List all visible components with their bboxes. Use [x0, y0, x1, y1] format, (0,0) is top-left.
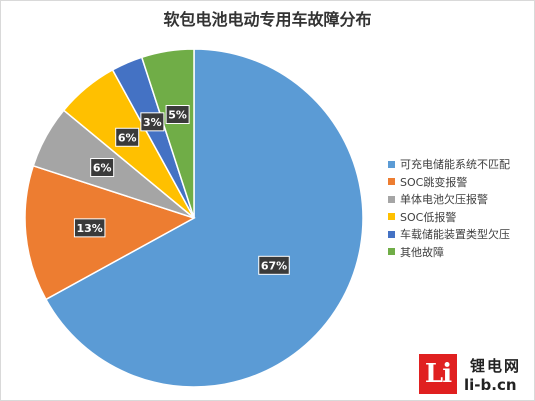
watermark-logo: Li	[419, 354, 457, 394]
data-label: 6%	[90, 158, 115, 178]
data-label: 5%	[165, 105, 190, 125]
data-label-box	[115, 127, 140, 147]
data-label-box	[90, 158, 115, 178]
chart-title: 软包电池电动专用车故障分布	[163, 10, 372, 29]
legend-label: SOC跳变报警	[400, 175, 468, 189]
legend-label: 车载储能装置类型欠压	[400, 228, 510, 241]
pie-slice	[140, 48, 195, 219]
legend-swatch	[388, 230, 395, 238]
data-label-text: 3%	[143, 116, 162, 129]
watermark-name: 锂电网	[470, 357, 522, 375]
legend-swatch	[388, 248, 395, 255]
data-label-text: 67%	[261, 259, 287, 272]
legend-swatch	[388, 160, 395, 168]
data-label: 67%	[258, 255, 290, 275]
legend-item: 可充电储能系统不匹配	[388, 156, 510, 172]
legend-item: SOC低报警	[388, 209, 510, 225]
watermark-url: li-b.cn	[464, 376, 517, 394]
data-label-text: 5%	[168, 109, 187, 122]
legend-label: 其他故障	[400, 245, 444, 259]
data-label-text: 13%	[77, 222, 103, 235]
pie-slice	[24, 164, 196, 301]
legend-item: 其他故障	[388, 244, 510, 260]
data-label-box	[258, 255, 290, 275]
legend-label: 单体电池欠压报警	[400, 193, 488, 206]
legend-label: SOC低报警	[400, 210, 457, 224]
legend-item: 单体电池欠压报警	[388, 191, 510, 207]
data-label-box	[140, 112, 165, 132]
pie-slice	[44, 48, 364, 388]
legend-item: 车载储能装置类型欠压	[388, 226, 510, 242]
legend-swatch	[388, 195, 395, 203]
legend: 可充电储能系统不匹配 SOC跳变报警 单体电池欠压报警 SOC低报警 车载储能装…	[388, 156, 510, 261]
data-label-box	[73, 218, 106, 238]
data-label: 3%	[140, 112, 165, 132]
legend-item: SOC跳变报警	[388, 174, 510, 190]
legend-swatch	[388, 178, 395, 185]
legend-swatch	[388, 213, 395, 220]
data-label: 6%	[115, 127, 140, 147]
data-label-text: 6%	[118, 131, 137, 144]
data-label-box	[165, 105, 190, 125]
data-label-text: 6%	[93, 162, 112, 175]
legend-label: 可充电储能系统不匹配	[400, 158, 510, 171]
data-label: 13%	[73, 218, 106, 238]
